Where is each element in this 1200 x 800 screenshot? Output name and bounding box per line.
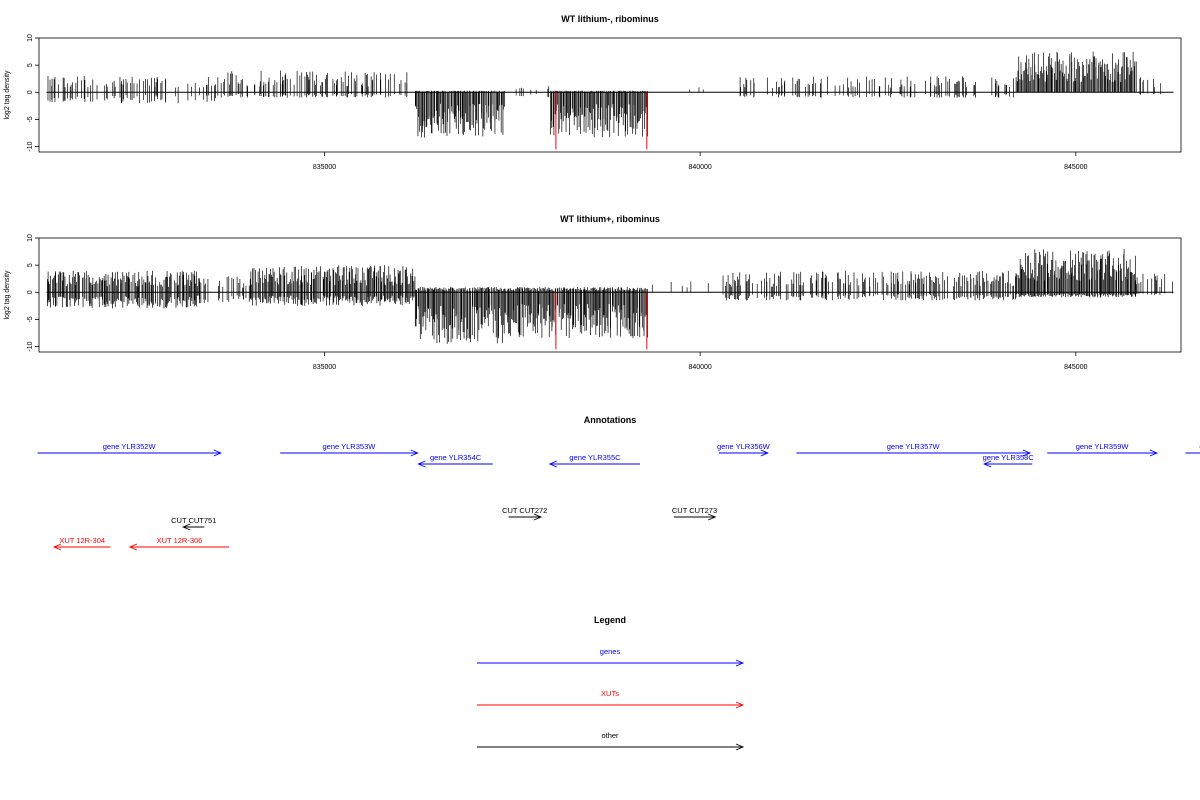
feature-label: gene YLR357W xyxy=(887,442,941,451)
feature-label: gene YLR359W xyxy=(1076,442,1130,451)
x-tick-label: 845000 xyxy=(1064,164,1087,171)
feature-label: gene YLR353W xyxy=(323,442,377,451)
feature-label: gene YLR356W xyxy=(717,442,771,451)
y-tick-label: 0 xyxy=(27,90,34,94)
y-axis-label: log2 tag density xyxy=(4,70,11,120)
panel-title: WT lithium-, ribominus xyxy=(561,14,659,24)
feature-label: gene YLR358C xyxy=(983,453,1035,462)
feature-arrow: gene YLR353W xyxy=(280,442,419,457)
annotation-features: gene YLR352W gene YLR353W gene YLR354C gene… xyxy=(37,442,1200,551)
annotations-panel: Annotations gene YLR352W gene YLR353Wgene… xyxy=(37,415,1200,551)
panel-title: WT lithium+, ribominus xyxy=(560,214,660,224)
density-bars xyxy=(47,248,1173,344)
feature-label: XUT 12R-306 xyxy=(157,536,203,545)
feature-arrow: CUT CUT751 xyxy=(171,516,216,531)
feature-arrow: gene YLR359W xyxy=(1047,442,1159,457)
feature-label: CUT CUT751 xyxy=(171,516,216,525)
y-tick-label: -10 xyxy=(27,141,34,151)
feature-arrow: gene YLR355C xyxy=(548,453,641,468)
feature-arrow: CUT CUT272 xyxy=(502,506,547,521)
legend-label: other xyxy=(601,731,619,740)
legend-title: Legend xyxy=(594,615,626,625)
y-tick-label: -10 xyxy=(27,341,34,351)
x-tick-label: 840000 xyxy=(688,364,711,371)
y-tick-label: 0 xyxy=(27,290,34,294)
legend-arrow: other xyxy=(477,731,745,751)
legend-items: genes XUTs other xyxy=(477,647,745,751)
feature-label: CUT CUT273 xyxy=(672,506,717,515)
panel-lithium-plus: WT lithium+, ribominus 10 5 0 -5 -10 log2 tag … xyxy=(4,214,1182,371)
density-bars xyxy=(47,51,1162,138)
plot-frame xyxy=(38,37,1182,153)
feature-arrow: gene YL xyxy=(1185,442,1200,454)
feature-label: gene YLR355C xyxy=(569,453,621,462)
y-tick-label: -5 xyxy=(27,116,34,122)
plot-frame xyxy=(38,237,1182,353)
y-axis-label: log2 tag density xyxy=(4,270,11,320)
feature-arrow: gene YLR352W xyxy=(37,442,222,457)
feature-arrow: gene YLR358C xyxy=(983,453,1035,468)
feature-arrow: gene YLR357W xyxy=(796,442,1032,457)
y-tick-label: -5 xyxy=(27,316,34,322)
x-tick-label: 840000 xyxy=(688,164,711,171)
feature-label: gene YLR354C xyxy=(430,453,482,462)
feature-label: CUT CUT272 xyxy=(502,506,547,515)
annotations-title: Annotations xyxy=(584,415,637,425)
y-tick-label: 5 xyxy=(27,63,34,67)
feature-arrow: XUT 12R-304 xyxy=(52,536,111,551)
feature-arrow: XUT 12R-306 xyxy=(128,536,230,551)
feature-label: gene YLR352W xyxy=(103,442,157,451)
x-tick-label: 835000 xyxy=(313,364,336,371)
legend-arrow: genes xyxy=(477,647,745,667)
feature-arrow: CUT CUT273 xyxy=(672,506,717,521)
panel-lithium-minus: WT lithium-, ribominus 10 5 0 -5 -10 log2 tag … xyxy=(4,14,1182,171)
feature-label: XUT 12R-304 xyxy=(59,536,105,545)
y-tick-label: 5 xyxy=(27,263,34,267)
feature-arrow: gene YLR356W xyxy=(717,442,771,457)
y-tick-label: 10 xyxy=(27,234,34,242)
x-tick-label: 845000 xyxy=(1064,364,1087,371)
legend-label: genes xyxy=(600,647,621,656)
y-tick-label: 10 xyxy=(27,34,34,42)
x-tick-label: 835000 xyxy=(313,164,336,171)
feature-arrow: gene YLR354C xyxy=(417,453,493,468)
legend-arrow: XUTs xyxy=(477,689,745,709)
legend-panel: Legend genes XUTs other xyxy=(477,615,745,751)
legend-label: XUTs xyxy=(601,689,619,698)
